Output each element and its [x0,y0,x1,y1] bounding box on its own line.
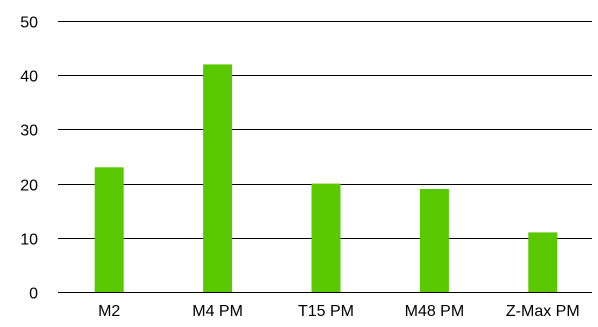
x-tick-label: Z-Max PM [506,303,580,320]
y-tick-label: 10 [20,232,38,249]
y-tick-label: 0 [29,286,38,303]
bars [58,64,592,293]
x-tick-label: M2 [98,303,120,320]
y-tick-label: 30 [20,123,38,140]
y-axis-tick-labels: 0 10 20 30 40 50 [20,15,38,303]
bar-m2 [94,167,124,292]
y-tick-label: 20 [20,178,38,195]
y-tick-label: 40 [20,69,38,86]
bar-t15-pm [311,183,341,292]
x-tick-label: M4 PM [192,303,243,320]
x-tick-label: T15 PM [298,303,354,320]
x-axis-tick-labels: M2 M4 PM T15 PM M48 PM Z-Max PM [98,303,580,320]
x-tick-label: M48 PM [405,303,465,320]
y-tick-label: 50 [20,15,38,32]
bar-m48-pm [419,189,449,292]
bar-z-max-pm [528,232,558,292]
bar-m4-pm [203,64,233,293]
